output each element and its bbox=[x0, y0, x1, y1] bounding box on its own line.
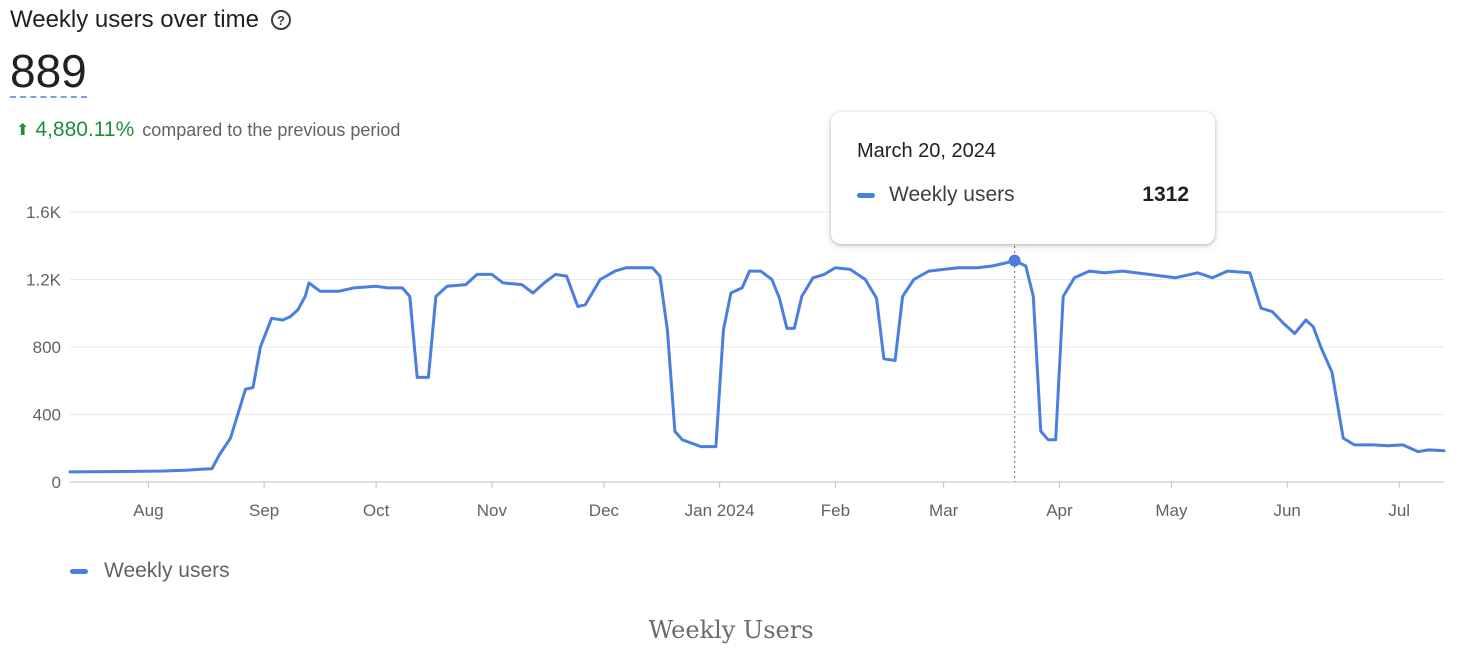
chart-title-text: Weekly users over time bbox=[10, 6, 259, 33]
chart-gridlines bbox=[70, 211, 1444, 483]
y-tick-label: 1.2K bbox=[26, 271, 62, 290]
tooltip-row: Weekly users 1312 bbox=[857, 183, 1189, 207]
y-tick-label: 1.6K bbox=[26, 203, 62, 222]
arrow-up-icon: ⬆ bbox=[16, 122, 30, 139]
x-tick-label: Apr bbox=[1046, 501, 1073, 520]
line-chart[interactable]: 0 400 800 1.2K 1.6K Aug Sep Oct Nov Dec Jan 2024 F… bbox=[0, 0, 1462, 560]
y-tick-label: 800 bbox=[33, 338, 61, 357]
x-tick-label: Jan 2024 bbox=[685, 501, 755, 520]
chart-legend[interactable]: Weekly users bbox=[70, 559, 230, 583]
series-line-weekly-users bbox=[68, 259, 1446, 474]
series-weekly-users[interactable] bbox=[68, 254, 1446, 474]
change-description: compared to the previous period bbox=[142, 119, 401, 140]
x-tick-label: Oct bbox=[363, 501, 390, 520]
tooltip-value: 1312 bbox=[1142, 183, 1189, 206]
x-tick-label: May bbox=[1155, 501, 1188, 520]
x-tick-label: Aug bbox=[133, 501, 163, 520]
x-tick-label: Jun bbox=[1273, 501, 1300, 520]
legend-swatch bbox=[70, 568, 88, 574]
change-percent: 4,880.11% bbox=[35, 118, 135, 141]
chart-title: Weekly users over time ? bbox=[10, 6, 291, 34]
x-tick-label: Mar bbox=[929, 501, 959, 520]
legend-label[interactable]: Weekly users bbox=[104, 559, 230, 582]
x-axis: Aug Sep Oct Nov Dec Jan 2024 Feb Mar Apr May Jun Ju… bbox=[133, 482, 1410, 520]
y-tick-label: 400 bbox=[33, 406, 61, 425]
figure-caption: Weekly Users bbox=[648, 616, 814, 644]
x-tick-label: Feb bbox=[821, 501, 850, 520]
tooltip-date: March 20, 2024 bbox=[857, 140, 996, 162]
y-axis: 0 400 800 1.2K 1.6K bbox=[26, 203, 62, 492]
help-circle-icon[interactable]: ? bbox=[270, 10, 291, 30]
x-tick-label: Sep bbox=[249, 501, 279, 520]
chart-tooltip: March 20, 2024 Weekly users 1312 bbox=[831, 112, 1215, 244]
x-tick-label: Dec bbox=[589, 501, 620, 520]
change-indicator: ⬆ 4,880.11% compared to the previous per… bbox=[16, 118, 400, 142]
tooltip-series-name: Weekly users bbox=[889, 183, 1015, 206]
x-tick-label: Jul bbox=[1388, 501, 1410, 520]
highlight-point bbox=[1008, 254, 1021, 267]
x-tick-label: Nov bbox=[477, 501, 508, 520]
tooltip-series-swatch bbox=[857, 192, 875, 198]
current-value[interactable]: 889 bbox=[10, 45, 87, 98]
y-tick-label: 0 bbox=[52, 473, 61, 492]
